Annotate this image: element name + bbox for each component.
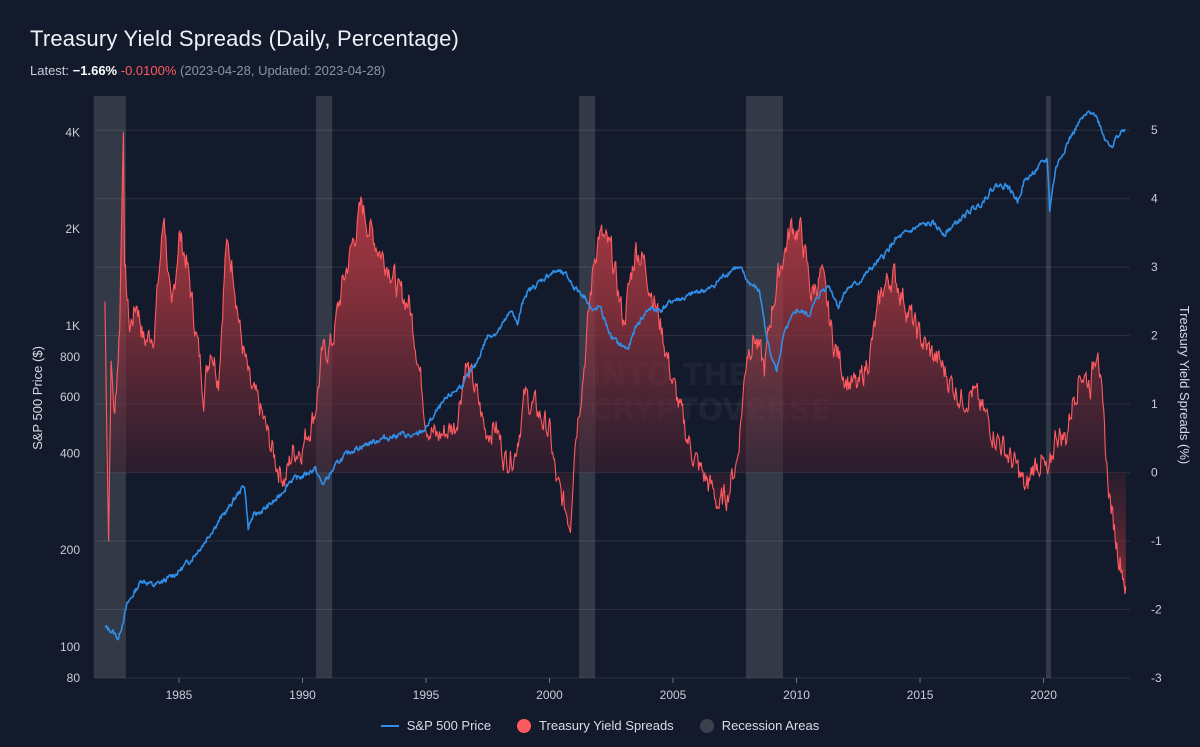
legend-label-spreads: Treasury Yield Spreads bbox=[539, 718, 674, 733]
x-tick-label: 2000 bbox=[536, 688, 563, 702]
right-tick-label: 2 bbox=[1151, 329, 1158, 343]
right-tick-label: 5 bbox=[1151, 123, 1158, 137]
left-tick-label: 80 bbox=[67, 671, 81, 685]
right-tick-label: 3 bbox=[1151, 260, 1158, 274]
legend-label-recessions: Recession Areas bbox=[721, 718, 820, 733]
legend-item-recessions[interactable]: Recession Areas bbox=[699, 718, 820, 733]
right-tick-label: -2 bbox=[1151, 603, 1162, 617]
sp500-line bbox=[104, 110, 1126, 641]
chart-title: Treasury Yield Spreads (Daily, Percentag… bbox=[30, 26, 460, 51]
axis-ticks: -3 -2 -1 0 1 2 3 4 5 80 100 200 400 600 800 1K 2K 4K 1985 1… bbox=[60, 123, 1162, 702]
right-tick-label: 4 bbox=[1151, 192, 1158, 206]
right-tick-label: 0 bbox=[1151, 466, 1158, 480]
right-axis-title: Treasury Yield Spreads (%) bbox=[1177, 306, 1192, 464]
recession-dot-icon bbox=[699, 718, 714, 733]
x-tick-label: 1990 bbox=[289, 688, 316, 702]
x-tick-label: 2010 bbox=[783, 688, 810, 702]
left-axis-title: S&P 500 Price ($) bbox=[30, 346, 45, 450]
chart-subtitle: Latest: −1.66% -0.0100% (2023-04-28, Upd… bbox=[30, 63, 385, 78]
left-tick-label: 400 bbox=[60, 447, 80, 461]
spread-area-negative bbox=[104, 472, 1126, 595]
legend-item-spreads[interactable]: Treasury Yield Spreads bbox=[517, 718, 674, 733]
x-tick-label: 1995 bbox=[413, 688, 440, 702]
x-tick-label: 2020 bbox=[1030, 688, 1057, 702]
right-tick-label: -1 bbox=[1151, 534, 1162, 548]
sp500-line-icon bbox=[380, 724, 399, 727]
left-tick-label: 800 bbox=[60, 350, 80, 364]
spread-dot-icon bbox=[517, 718, 532, 733]
left-tick-label: 100 bbox=[60, 640, 80, 654]
sp500-series bbox=[104, 110, 1126, 641]
left-tick-label: 200 bbox=[60, 543, 80, 557]
left-tick-label: 1K bbox=[65, 319, 80, 333]
x-tick-label: 1985 bbox=[166, 688, 193, 702]
recession-band-4 bbox=[1046, 96, 1051, 678]
right-tick-label: -3 bbox=[1151, 671, 1162, 685]
left-tick-label: 2K bbox=[65, 222, 80, 236]
spread-area-positive bbox=[104, 132, 1126, 473]
latest-dates: (2023-04-28, Updated: 2023-04-28) bbox=[180, 63, 386, 78]
left-tick-label: 4K bbox=[65, 126, 80, 140]
latest-change: -0.0100% bbox=[120, 63, 177, 78]
legend-label-sp500: S&P 500 Price bbox=[406, 718, 492, 733]
x-tick-label: 2005 bbox=[660, 688, 687, 702]
legend-item-sp500[interactable]: S&P 500 Price bbox=[380, 718, 492, 733]
right-tick-label: 1 bbox=[1151, 397, 1158, 411]
latest-value: −1.66% bbox=[72, 63, 118, 78]
left-tick-label: 600 bbox=[60, 390, 80, 404]
latest-label: Latest: bbox=[30, 63, 70, 78]
spread-series bbox=[104, 132, 1127, 595]
x-tick-label: 2015 bbox=[907, 688, 934, 702]
legend: S&P 500 Price Treasury Yield Spreads Rec… bbox=[0, 718, 1200, 733]
spread-line bbox=[104, 132, 1127, 595]
